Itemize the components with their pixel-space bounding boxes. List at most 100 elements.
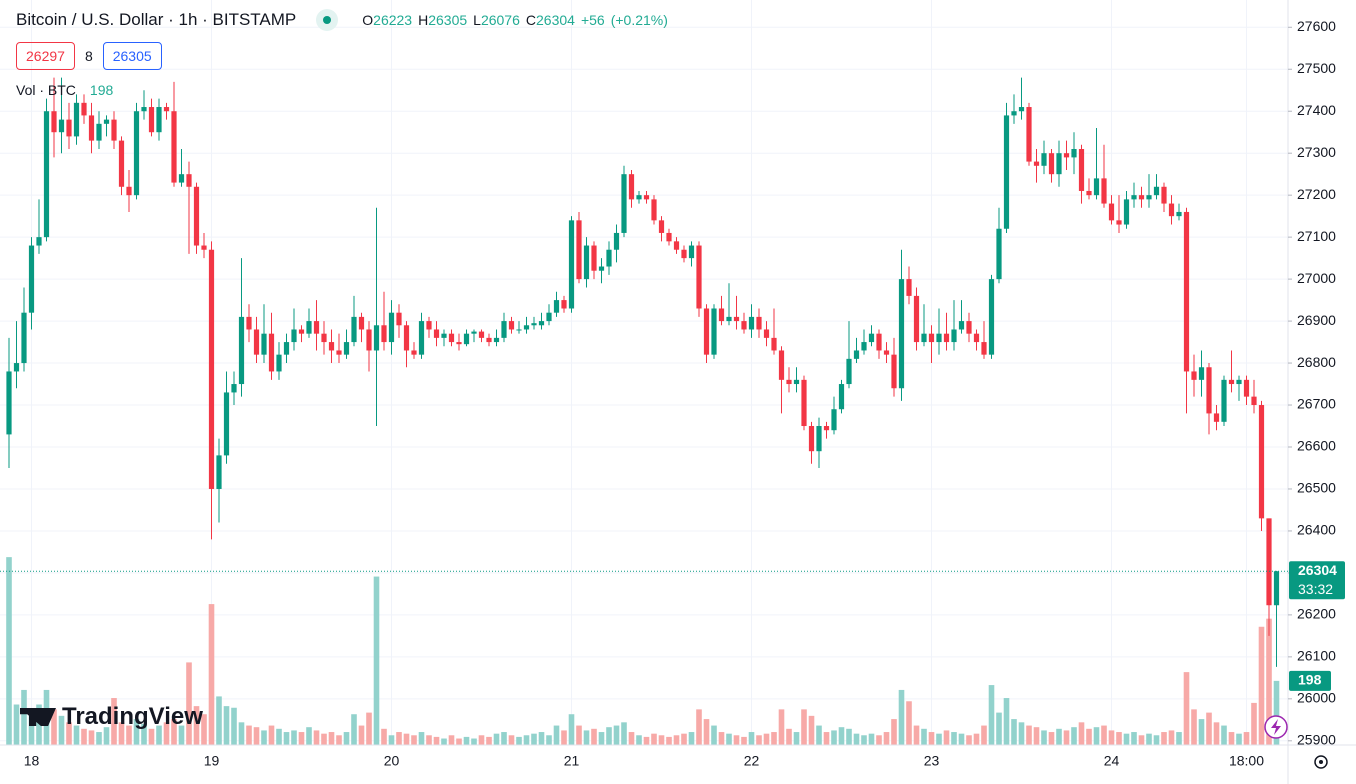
candle-body: [711, 308, 717, 355]
volume-bar: [553, 725, 560, 745]
volume-bar: [51, 709, 57, 745]
volume-bar: [231, 707, 237, 745]
volume-bar: [538, 732, 545, 745]
volume-bar: [366, 712, 372, 745]
volume-bar: [763, 733, 770, 745]
candle-body: [471, 331, 477, 334]
candle-body: [208, 249, 215, 489]
volume-bar: [733, 735, 740, 745]
ohlc-letter: O: [362, 12, 374, 28]
candle-body: [876, 333, 882, 351]
candle-body: [583, 245, 590, 280]
volume-bar: [583, 730, 590, 745]
status-dot[interactable]: [316, 9, 339, 31]
y-tick-label: 27300: [1297, 144, 1336, 160]
candle-body: [411, 350, 417, 355]
candle-body: [1243, 379, 1250, 397]
volume-bar: [88, 730, 95, 745]
watermark-text: TradingView: [62, 703, 203, 730]
volume-bar: [336, 735, 342, 745]
volume-bar: [1093, 727, 1100, 745]
candle-body: [328, 342, 335, 351]
last-price-tag: [1289, 561, 1345, 600]
candle-body: [336, 350, 342, 355]
candle-body: [1033, 161, 1040, 166]
candle-body: [388, 312, 395, 343]
watermark: TradingView: [20, 703, 203, 731]
volume-title: Vol · BTC: [16, 82, 76, 98]
candle-body: [658, 220, 665, 233]
volume-bar: [786, 728, 792, 745]
volume-bar: [1198, 719, 1205, 745]
candle-body: [1198, 367, 1205, 380]
volume-bar: [666, 736, 672, 745]
candle-body: [426, 321, 432, 330]
volume-bar: [111, 698, 117, 745]
settings-button[interactable]: [1314, 755, 1328, 769]
volume-bar: [1191, 709, 1197, 745]
candle-body: [268, 333, 275, 372]
candle-body: [1273, 571, 1280, 606]
y-tick-label: 26700: [1297, 396, 1336, 412]
candle-body: [1071, 149, 1077, 158]
volume-bar: [1078, 722, 1085, 745]
volume-bar: [943, 730, 950, 745]
candle-body: [1131, 195, 1137, 200]
volume-bar: [726, 733, 732, 745]
y-tick-label: 26400: [1297, 522, 1336, 538]
volume-bar: [883, 732, 890, 745]
volume-bar: [621, 722, 627, 745]
candle-body: [831, 409, 837, 431]
candle-body: [201, 245, 207, 250]
volume-bar: [988, 685, 995, 745]
candle-body: [343, 342, 350, 355]
volume-bar: [1048, 732, 1055, 745]
candle-body: [133, 111, 140, 196]
candle-body: [223, 392, 230, 456]
volume-bar: [1243, 732, 1250, 745]
candle-body: [1146, 195, 1152, 200]
y-tick-label: 26500: [1297, 480, 1336, 496]
volume-bar: [576, 725, 582, 745]
x-tick-label: 20: [384, 753, 400, 769]
candle-body: [501, 321, 507, 338]
volume-bar: [403, 733, 410, 745]
volume-bar: [171, 719, 177, 745]
candle-body: [771, 337, 777, 351]
volume-bar: [838, 727, 845, 745]
volume-bar: [1026, 725, 1032, 745]
ask-button[interactable]: 26305: [102, 42, 162, 70]
volume-bar: [388, 735, 395, 745]
volume-bar: [853, 733, 860, 745]
candle-body: [126, 186, 132, 196]
candle-body: [988, 279, 995, 355]
volume-bar: [471, 738, 477, 745]
volume-bar: [501, 732, 507, 745]
y-tick-label: 26100: [1297, 648, 1336, 664]
countdown: 33:32: [1298, 581, 1333, 597]
candle-body: [1161, 186, 1167, 204]
volume-bar: [801, 709, 807, 745]
candle-body: [291, 329, 297, 343]
bid-button[interactable]: 26297: [16, 42, 75, 70]
candle-body: [81, 102, 87, 116]
volume-bar: [283, 732, 290, 745]
candle-body: [1003, 115, 1010, 229]
volume-bar: [658, 735, 665, 745]
candle-body: [283, 342, 290, 355]
candle-body: [246, 316, 252, 330]
candle-body: [486, 337, 492, 343]
volume-bar: [381, 728, 387, 745]
candle-body: [373, 325, 380, 351]
volume-bar: [613, 725, 620, 745]
volume-bar: [673, 735, 680, 745]
volume-bar: [1273, 680, 1280, 745]
volume-bar: [1033, 727, 1040, 745]
volume-bar: [1161, 732, 1167, 745]
candle-body: [816, 426, 822, 452]
change: +56: [580, 12, 605, 28]
candle-body: [6, 371, 12, 435]
volume-bar: [268, 725, 275, 745]
candle-body: [1221, 379, 1227, 422]
candle-body: [111, 119, 117, 141]
